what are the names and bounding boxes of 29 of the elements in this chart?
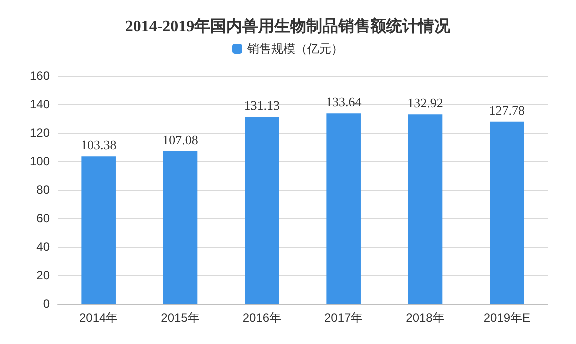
y-tick-label: 20 [36, 268, 50, 282]
y-tick-label: 0 [43, 297, 50, 311]
y-tick-label: 80 [36, 183, 50, 197]
y-tick-label: 120 [30, 126, 50, 140]
y-tick-label: 60 [36, 212, 50, 226]
bar [490, 122, 524, 304]
bar [245, 117, 280, 304]
x-tick-label: 2015年 [161, 311, 200, 325]
legend-label: 销售规模（亿元） [246, 42, 344, 56]
bar [163, 151, 198, 304]
x-tick-label: 2018年 [406, 311, 445, 325]
data-label: 103.38 [80, 138, 117, 153]
data-label: 107.08 [162, 132, 198, 148]
data-label: 127.78 [489, 102, 526, 118]
x-tick-label: 2019年E [484, 311, 531, 325]
chart-title: 2014-2019年国内兽用生物制品销售额统计情况 [125, 18, 452, 36]
y-tick-label: 40 [36, 240, 50, 254]
x-tick-label: 2014年 [79, 311, 118, 325]
y-tick-label: 160 [30, 69, 50, 83]
data-label: 132.92 [408, 96, 444, 111]
y-tick-label: 140 [30, 98, 50, 112]
bar [326, 114, 361, 304]
bar [408, 114, 443, 304]
y-tick-label: 100 [30, 154, 50, 168]
x-tick-label: 2016年 [242, 311, 282, 325]
bar [82, 156, 116, 304]
x-tick-label: 2017年 [324, 311, 364, 325]
data-label: 131.13 [244, 98, 280, 114]
data-label: 133.64 [326, 94, 362, 110]
